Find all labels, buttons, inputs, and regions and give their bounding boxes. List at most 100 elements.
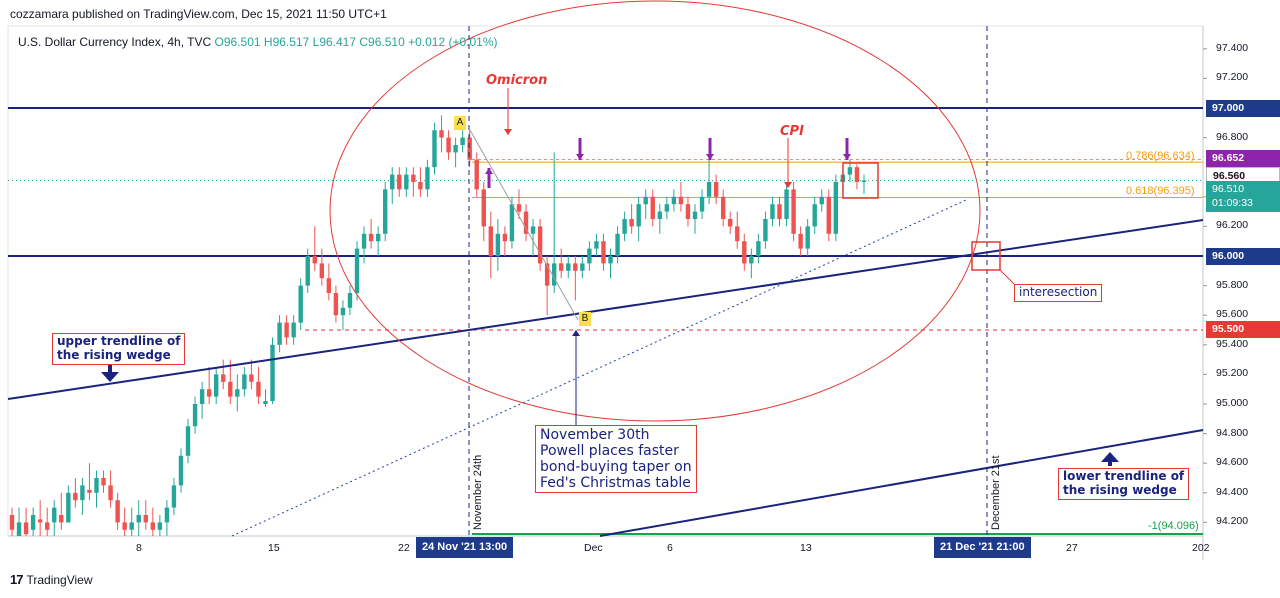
candle [242,367,247,397]
candle-body [664,204,670,212]
fib-0618-label: 0.618(96.395) [1126,185,1195,197]
candle-body [692,211,698,219]
candle-body [340,307,346,316]
candle-body [432,130,437,168]
candle [784,182,789,227]
candle [37,500,43,536]
candle [509,196,515,249]
time-badge-left: 24 Nov '21 13:00 [416,537,514,558]
highlight-ellipse [329,0,981,422]
candle [523,204,529,242]
price-tick-label: 94.200 [1216,515,1249,528]
candle-body [516,204,522,212]
candle [798,226,803,256]
candle-body [129,522,134,530]
wave-point-b[interactable]: B [579,312,591,326]
candle [94,470,99,508]
purple-up-arrow-head [485,168,493,174]
bar-countdown-label: 01:09:33 [1206,195,1280,212]
symbol-legend[interactable]: U.S. Dollar Currency Index, 4h, TVC O96.… [18,35,498,49]
candle [481,182,486,242]
time-tick-label: 202 [1192,542,1210,554]
time-tick-label: 13 [800,542,812,554]
candle-body [150,522,156,530]
candle-body [847,167,853,175]
candle [354,241,360,301]
purple-down-arrow-1-head [576,154,584,160]
candle [87,463,92,501]
legend-high: H96.517 [263,35,310,49]
candle-body [488,226,494,256]
candle [537,219,543,271]
candle [439,115,444,153]
candle [298,278,303,330]
candle-body [368,233,374,242]
candle [178,448,184,493]
upper-trendline [7,219,1204,400]
candle [16,507,22,536]
candle [397,167,402,197]
powell-note-line3: bond-buying taper on [540,459,692,476]
candle-body [347,293,353,308]
candle-body [763,219,768,242]
candle-body [136,515,141,523]
candle-body [784,189,789,219]
candle-body [495,233,501,256]
powell-note[interactable]: November 30th Powell places faster bond-… [535,425,697,494]
candle-body [502,233,508,242]
footer-brand[interactable]: 17 TradingView [10,572,93,587]
legend-close: C96.510 [359,35,405,49]
price-tick-label: 95.600 [1216,308,1249,321]
candle [826,189,831,242]
candle [221,359,226,390]
upper-trendline-note[interactable]: upper trendline of the rising wedge [52,333,186,365]
candle [143,500,148,530]
candle-body [178,455,184,486]
candle [263,389,268,407]
intersection-box [971,241,1001,271]
candle-body [439,130,444,138]
candle [59,492,64,530]
candle [206,367,212,404]
candle-body [213,374,219,397]
candle-body [192,404,198,427]
wave-point-a[interactable]: A [454,116,466,130]
price-tick-label: 95.000 [1216,397,1249,409]
candle-body [770,204,775,219]
candle-body [608,256,613,264]
price-tick-label: 95.400 [1216,337,1249,350]
candle-body [467,137,472,160]
candle-body [615,233,620,256]
powell-note-arrow-head [572,330,580,336]
time-tick-label: 22 [398,542,410,554]
candle-body [206,389,212,397]
candle-body [446,137,451,153]
candle [692,204,698,234]
price-tick-label: 96.200 [1216,219,1249,232]
candle [425,159,430,197]
candle-body [622,219,627,234]
candle-body [671,196,677,205]
candle [636,196,641,242]
price-tick-label: 97.400 [1216,41,1249,54]
candle [277,315,282,353]
candle [171,478,177,515]
candle-body [277,322,282,345]
intersection-note[interactable]: interesection [1014,284,1103,302]
candle [516,189,522,219]
candle [312,226,317,271]
candle-body [713,182,719,197]
lower-trendline-note[interactable]: lower trendline of the rising wedge [1058,468,1190,500]
candle [446,130,451,160]
ab-connector-line [469,129,579,321]
fib-minus1-label: -1(94.096) [1148,520,1199,532]
cpi-label[interactable]: CPI [780,124,804,139]
candle [650,189,655,227]
price-tick-label: 95.800 [1216,278,1249,291]
candle [192,396,198,434]
omicron-label[interactable]: Omicron [486,73,548,88]
candle-body [270,344,275,402]
candle-body [242,374,247,390]
candle [622,211,627,242]
